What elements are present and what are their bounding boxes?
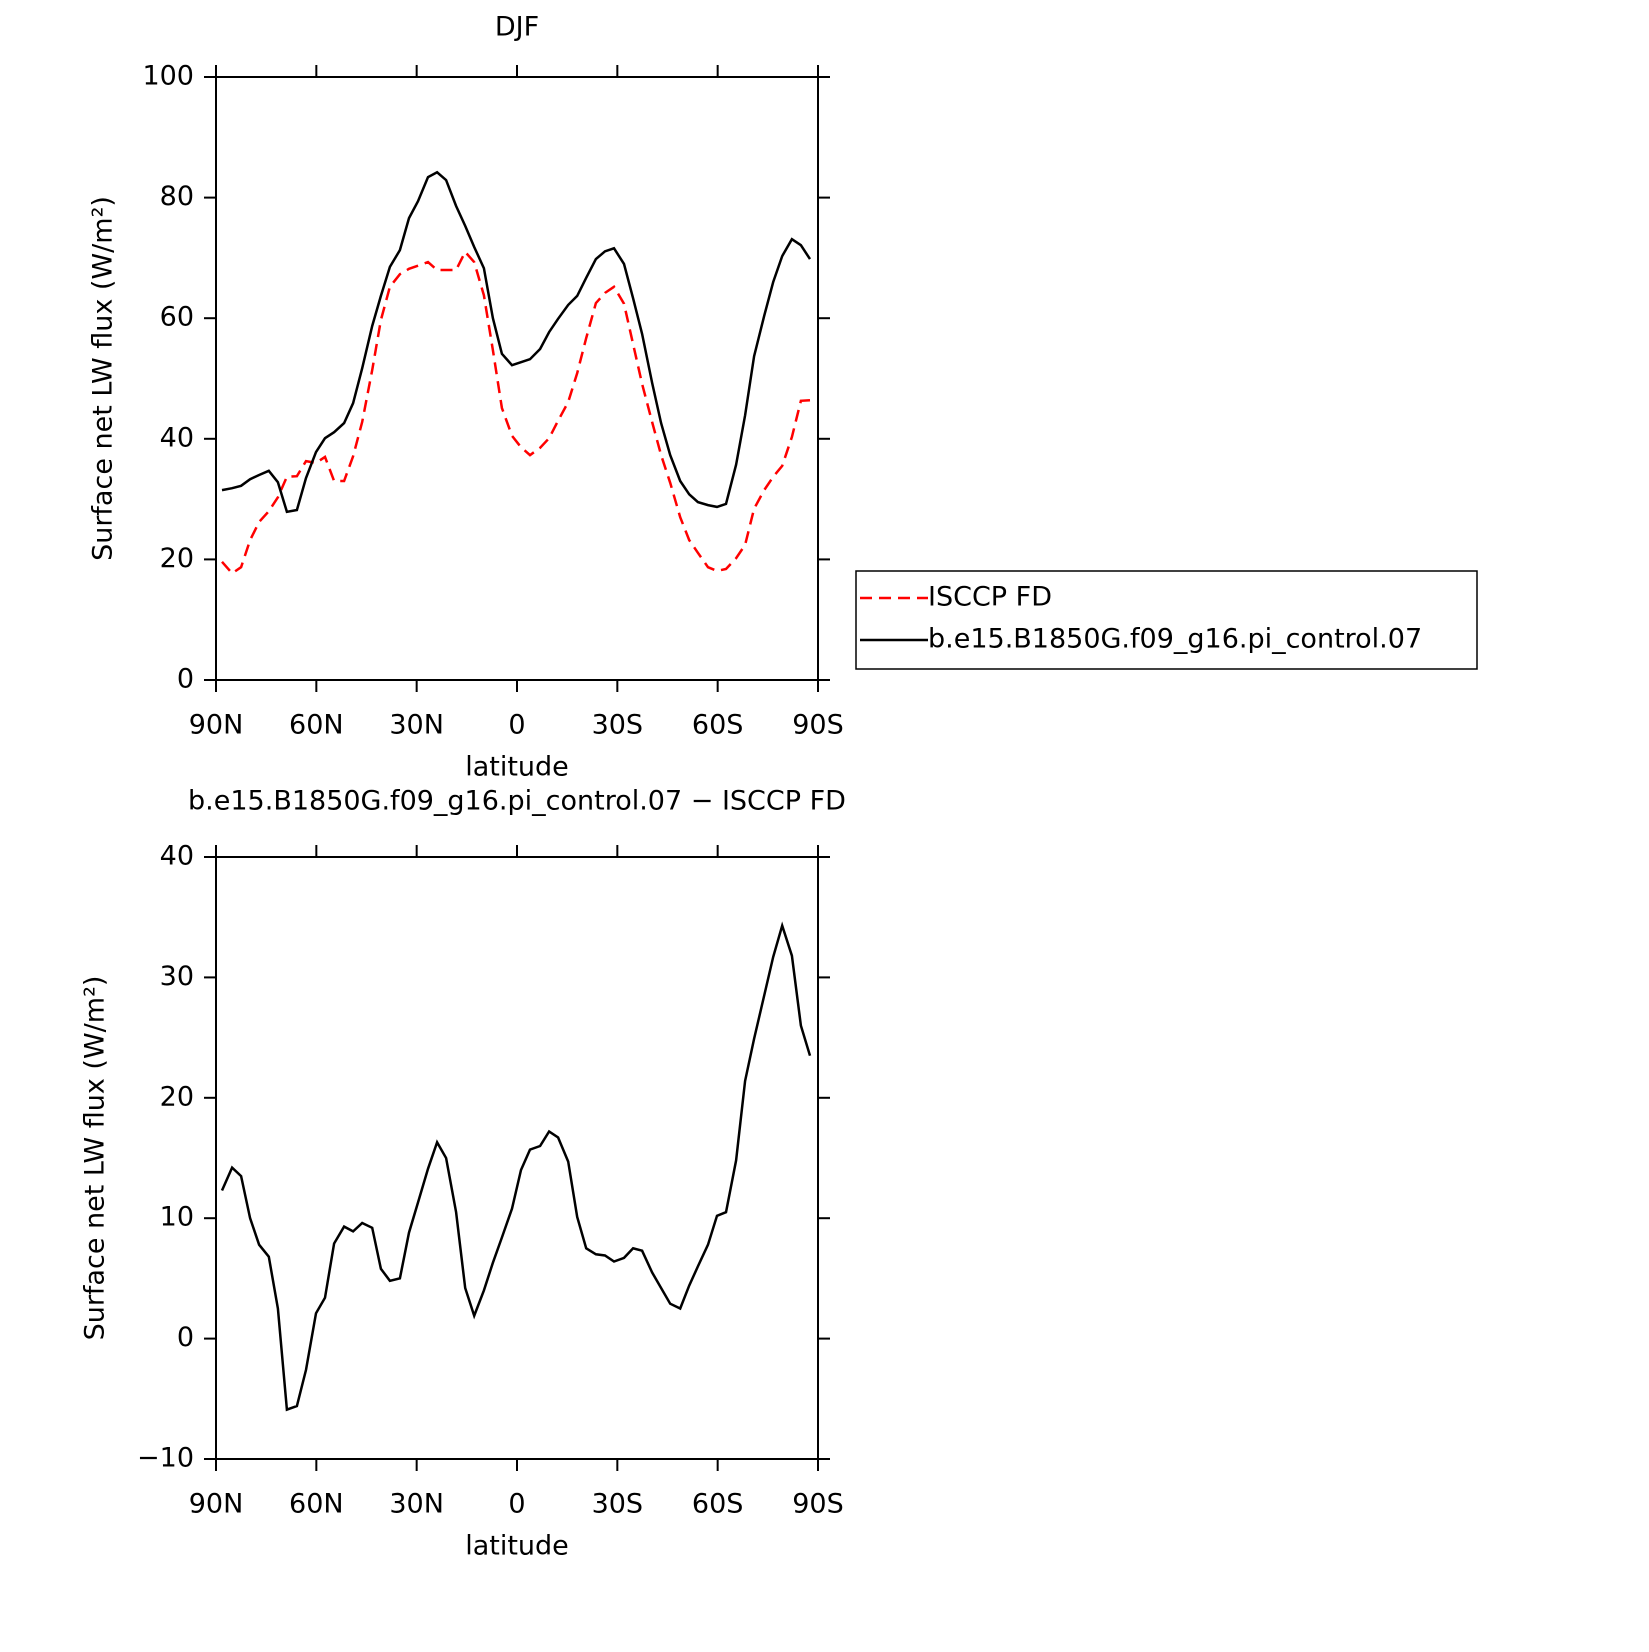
x-tick-label: 30N <box>389 710 444 741</box>
x-tick-label: 60N <box>289 710 344 741</box>
y-tick-label: 10 <box>160 1202 194 1233</box>
x-tick-label: 0 <box>508 710 525 741</box>
y-tick-label: 30 <box>160 961 194 992</box>
legend: ISCCP FD b.e15.B1850G.f09_g16.pi_control.… <box>855 570 1478 670</box>
y-tick-label: 0 <box>177 1322 194 1353</box>
series-line <box>221 249 811 575</box>
y-tick-label: 40 <box>160 841 194 872</box>
y-tick-label: 100 <box>142 61 194 92</box>
chart-title: b.e15.B1850G.f09_g16.pi_control.07 − ISC… <box>188 786 846 817</box>
x-tick-label: 90S <box>792 1489 844 1520</box>
y-tick-label: 20 <box>160 1081 194 1112</box>
plot-frame <box>215 76 819 681</box>
y-tick-label: 60 <box>160 302 194 333</box>
legend-label: ISCCP FD <box>928 582 1052 613</box>
x-tick-label: 90S <box>792 710 844 741</box>
series-line <box>221 170 812 514</box>
y-tick-label: 20 <box>160 543 194 574</box>
x-tick-label: 30S <box>592 710 644 741</box>
x-tick-label: 30S <box>592 1489 644 1520</box>
x-tick-label: 90N <box>189 710 244 741</box>
x-axis-label: latitude <box>465 1531 569 1562</box>
y-tick-label: 0 <box>177 664 194 695</box>
y-axis-label: Surface net LW flux (W/m²) <box>80 976 111 1341</box>
x-tick-label: 60S <box>692 710 744 741</box>
y-axis-label: Surface net LW flux (W/m²) <box>88 196 119 561</box>
x-axis-label: latitude <box>465 752 569 783</box>
series-line <box>220 921 812 1412</box>
legend-label: b.e15.B1850G.f09_g16.pi_control.07 <box>928 624 1422 655</box>
y-tick-label: 40 <box>160 422 194 453</box>
x-tick-label: 0 <box>508 1489 525 1520</box>
x-tick-label: 30N <box>389 1489 444 1520</box>
legend-box <box>855 570 1478 670</box>
chart-title: DJF <box>495 12 539 43</box>
x-tick-label: 90N <box>189 1489 244 1520</box>
x-tick-label: 60N <box>289 1489 344 1520</box>
x-tick-label: 60S <box>692 1489 744 1520</box>
y-tick-label: −10 <box>137 1443 194 1474</box>
y-tick-label: 80 <box>160 181 194 212</box>
plot-frame <box>215 856 819 1460</box>
